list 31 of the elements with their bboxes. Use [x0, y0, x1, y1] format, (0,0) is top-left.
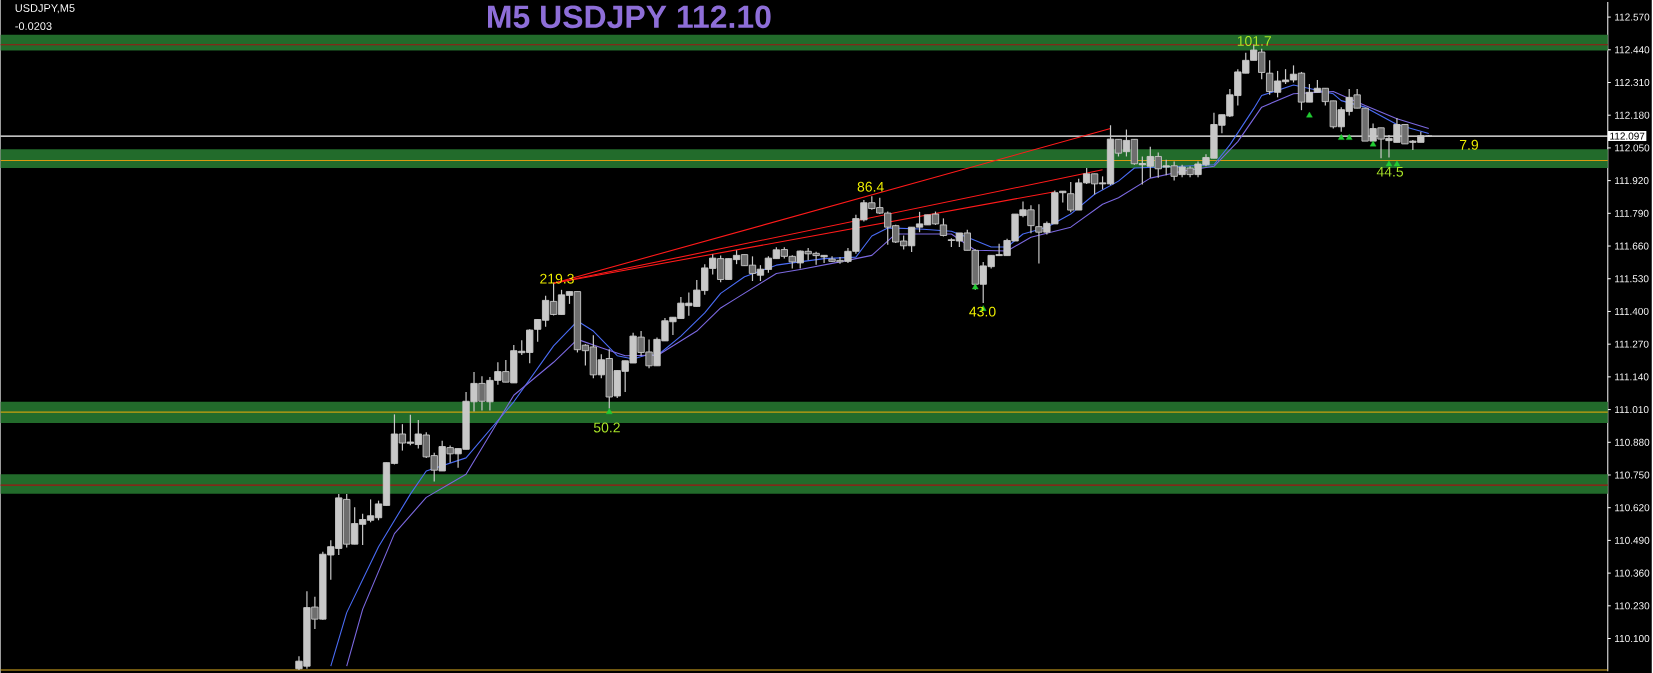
y-tick-label: 110.490: [1615, 536, 1650, 544]
y-tick-label: 112.310: [1615, 78, 1650, 86]
y-tick-label: 111.530: [1615, 275, 1649, 283]
y-tick-label: 112.440: [1615, 46, 1650, 54]
annotation: USDJPY,M5: [15, 4, 75, 14]
annotation: 219.3: [540, 273, 574, 284]
annotation: 50.2: [593, 422, 620, 433]
y-tick-label: 111.790: [1615, 209, 1649, 217]
y-tick-label: 110.880: [1615, 438, 1650, 446]
annotation: 86.4: [857, 181, 884, 192]
y-tick-label: 110.100: [1615, 634, 1650, 642]
y-tick-label: 110.230: [1615, 602, 1650, 610]
y-tick-label: 112.180: [1615, 111, 1650, 119]
y-tick-label: 111.140: [1615, 373, 1649, 381]
y-tick-label: 111.010: [1615, 405, 1649, 413]
y-tick-label: 111.270: [1615, 340, 1649, 348]
y-tick-label: 111.660: [1615, 242, 1649, 250]
y-tick-label: 111.400: [1615, 307, 1649, 315]
y-tick-label: 110.750: [1615, 471, 1650, 479]
ref-line-label: 112.097: [1610, 132, 1645, 140]
annotation: 43.0: [969, 306, 996, 317]
y-tick-label: 112.050: [1615, 144, 1650, 152]
annotation: 101.7: [1237, 35, 1271, 46]
y-tick-label: 110.620: [1615, 504, 1650, 512]
chart-title: M5 USDJPY 112.10: [488, 5, 771, 29]
y-tick-label: 111.920: [1615, 176, 1649, 185]
y-tick-label: 112.570: [1615, 13, 1650, 21]
y-tick-label: 110.360: [1615, 569, 1650, 577]
annotation: 7.9: [1459, 139, 1479, 150]
annotation: 44.5: [1376, 166, 1404, 177]
annotation: -0.0203: [15, 22, 52, 30]
